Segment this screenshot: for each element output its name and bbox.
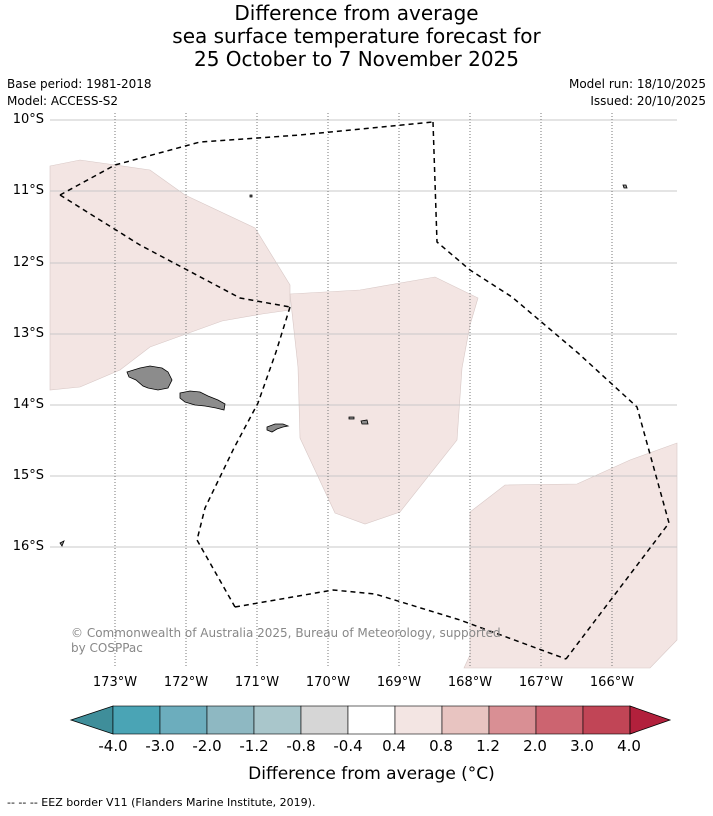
colorbar-label: -0.4 [333,737,363,755]
lat-label-14s: 14°S [12,397,44,412]
colorbar-segment [582,705,631,735]
colorbar-label: -1.2 [239,737,269,755]
islet-small-1 [249,194,253,198]
lat-label-11s: 11°S [12,183,44,198]
colorbar-label: -4.0 [98,737,128,755]
lon-label-166w: 166°W [589,675,635,690]
anomaly-region-southeast [463,442,678,669]
title-line-2: sea surface temperature forecast for [172,24,541,48]
lon-label-172w: 172°W [163,675,209,690]
lon-label-167w: 167°W [518,675,564,690]
island-upolu [179,390,226,411]
model-run: Model run: 18/10/2025 [568,77,706,91]
colorbar-label: 1.2 [476,737,500,755]
colorbar-segment [441,705,490,735]
eez-border-as-west [196,306,291,608]
colorbar-segment [206,705,255,735]
longitude-gridlines [114,113,613,668]
colorbar-label: -2.0 [192,737,222,755]
lon-label-168w: 168°W [447,675,493,690]
lon-label-169w: 169°W [376,675,422,690]
base-period: Base period: 1981-2018 [7,77,152,91]
colorbar-segment [112,705,161,735]
anomaly-region-west [49,159,291,391]
title-line-3: 25 October to 7 November 2025 [193,47,520,71]
eez-borders [59,121,670,660]
colorbar-label: -3.0 [145,737,175,755]
lon-label-173w: 173°W [92,675,138,690]
colorbar-label: 3.0 [570,737,594,755]
title-line-1: Difference from average [234,1,479,25]
island-tutuila [266,423,290,433]
island-ofu [348,416,355,420]
latitude-gridlines [50,119,677,548]
island-tau [360,419,369,425]
issued-date: Issued: 20/10/2025 [590,94,706,108]
lon-label-170w: 170°W [305,675,351,690]
colorbar-segment [253,705,302,735]
colorbar-label: 2.0 [523,737,547,755]
colorbar-title: Difference from average (°C) [248,764,495,784]
lon-label-171w: 171°W [234,675,280,690]
colorbar-segment [347,705,396,735]
anomaly-regions [49,159,678,669]
colorbar-label: 4.0 [617,737,641,755]
colorbar-label: 0.4 [382,737,406,755]
colorbar-extend-high [629,705,672,735]
eez-border-as-south [234,589,567,660]
lat-label-13s: 13°S [12,326,44,341]
colorbar-segment [535,705,584,735]
copyright-credit: © Commonwealth of Australia 2025, Bureau… [71,626,501,655]
colorbar [69,705,672,735]
anomaly-region-central [289,276,479,525]
colorbar-label: 0.8 [429,737,453,755]
land-masses [59,184,628,547]
colorbar-segment [488,705,537,735]
colorbar-label: -0.8 [286,737,316,755]
colorbar-segment [300,705,349,735]
eez-border-east [432,121,670,660]
colorbar-extend-low [69,705,114,735]
islet-small-2 [622,184,628,189]
eez-footnote: -- -- -- EEZ border V11 (Flanders Marine… [7,796,316,809]
lat-label-15s: 15°S [12,468,44,483]
colorbar-segment [159,705,208,735]
lat-label-12s: 12°S [12,255,44,270]
colorbar-segment [394,705,443,735]
lat-label-16s: 16°S [12,539,44,554]
eez-border-samoa-west [59,194,291,308]
islet-small-3 [59,540,65,547]
model-name: Model: ACCESS-S2 [7,94,119,108]
island-savaii [126,365,173,391]
lat-label-10s: 10°S [12,112,44,127]
